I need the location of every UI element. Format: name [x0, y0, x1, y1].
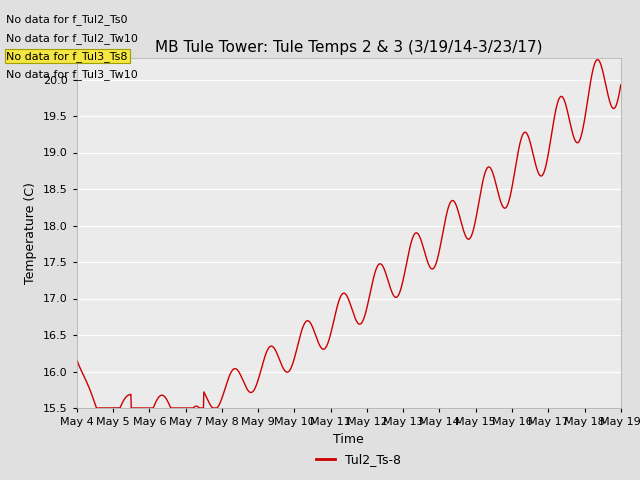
- X-axis label: Time: Time: [333, 432, 364, 445]
- Text: No data for f_Tul2_Ts0: No data for f_Tul2_Ts0: [6, 14, 128, 25]
- Title: MB Tule Tower: Tule Temps 2 & 3 (3/19/14-3/23/17): MB Tule Tower: Tule Temps 2 & 3 (3/19/14…: [155, 40, 543, 55]
- Legend: Tul2_Ts-8: Tul2_Ts-8: [311, 448, 406, 471]
- Y-axis label: Temperature (C): Temperature (C): [24, 182, 38, 284]
- Text: No data for f_Tul2_Tw10: No data for f_Tul2_Tw10: [6, 33, 138, 44]
- Text: No data for f_Tul3_Tw10: No data for f_Tul3_Tw10: [6, 69, 138, 80]
- Text: No data for f_Tul3_Ts8: No data for f_Tul3_Ts8: [6, 51, 128, 62]
